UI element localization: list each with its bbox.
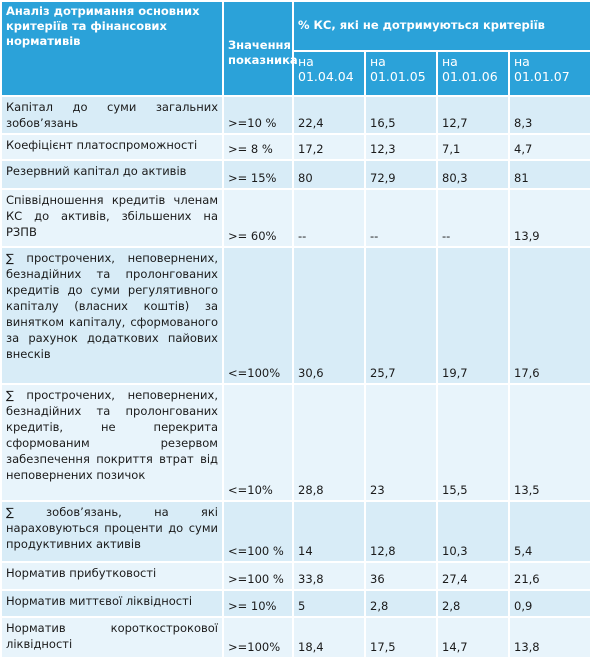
percent-value: 16,5	[364, 95, 438, 135]
percent-value: 8,3	[508, 95, 590, 135]
header-indicator: Значення показника	[222, 0, 298, 97]
indicator-value: >= 60%	[222, 188, 294, 248]
date-header: на 01.04.04	[292, 50, 366, 97]
indicator-value: >=10 %	[222, 95, 294, 135]
percent-value: 80	[292, 159, 366, 190]
percent-value: 13,9	[508, 188, 590, 248]
percent-value: 14	[292, 500, 366, 563]
indicator-value: >= 10%	[222, 589, 294, 618]
table-row: Співвідношення кредитів членам КС до акт…	[0, 188, 590, 248]
percent-value: 17,5	[364, 616, 438, 659]
table-row: Коефіцієнт платоспроможності >= 8 % 17,2 12…	[0, 133, 590, 161]
percent-value: 27,4	[436, 561, 510, 591]
row-label: ∑ зобов’язань, на які нараховуються проц…	[0, 500, 224, 563]
percent-value: --	[292, 188, 366, 248]
row-label: Норматив миттєвої ліквідності	[0, 589, 224, 618]
indicator-value: <=100 %	[222, 500, 294, 563]
percent-value: --	[436, 188, 510, 248]
percent-value: 19,7	[436, 246, 510, 385]
percent-value: 12,7	[436, 95, 510, 135]
percent-value: 17,2	[292, 133, 366, 161]
indicator-value: <=100%	[222, 246, 294, 385]
row-label: Коефіцієнт платоспроможності	[0, 133, 224, 161]
percent-value: 25,7	[364, 246, 438, 385]
percent-value: 13,8	[508, 616, 590, 659]
percent-value: 2,8	[364, 589, 438, 618]
percent-value: 12,3	[364, 133, 438, 161]
percent-value: 80,3	[436, 159, 510, 190]
percent-value: 23	[364, 383, 438, 502]
indicator-value: >= 15%	[222, 159, 294, 190]
row-label: Співвідношення кредитів членам КС до акт…	[0, 188, 224, 248]
table-row: Норматив короткострокової ліквідності >=1…	[0, 616, 590, 659]
percent-value: 22,4	[292, 95, 366, 135]
row-label: Норматив прибутковості	[0, 561, 224, 591]
header-criteria: Аналіз дотримання основних критеріїв та …	[0, 0, 224, 97]
date-header: на 01.01.05	[364, 50, 438, 97]
percent-value: 28,8	[292, 383, 366, 502]
percent-value: 12,8	[364, 500, 438, 563]
row-label: Резервний капітал до активів	[0, 159, 224, 190]
table-row: ∑ прострочених, неповернених, безнадійни…	[0, 246, 590, 385]
date-header: на 01.01.06	[436, 50, 510, 97]
percent-value: 21,6	[508, 561, 590, 591]
percent-value: 13,5	[508, 383, 590, 502]
percent-value: 18,4	[292, 616, 366, 659]
percent-value: 15,5	[436, 383, 510, 502]
percent-value: 33,8	[292, 561, 366, 591]
percent-value: 36	[364, 561, 438, 591]
table-row: ∑ зобов’язань, на які нараховуються проц…	[0, 500, 590, 563]
row-label: Норматив короткострокової ліквідності	[0, 616, 224, 659]
table-row: ∑ прострочених, неповернених, безнадійни…	[0, 383, 590, 502]
percent-value: 2,8	[436, 589, 510, 618]
indicator-value: <=10%	[222, 383, 294, 502]
percent-value: 30,6	[292, 246, 366, 385]
indicator-value: >=100%	[222, 616, 294, 659]
percent-value: 17,6	[508, 246, 590, 385]
table-row: Капітал до суми загальних зобов’язань >=1…	[0, 95, 590, 135]
row-label: ∑ прострочених, неповернених, безнадійни…	[0, 246, 224, 385]
row-label: ∑ прострочених, неповернених, безнадійни…	[0, 383, 224, 502]
percent-value: 10,3	[436, 500, 510, 563]
table-row: Норматив миттєвої ліквідності >= 10% 5 2,8 2…	[0, 589, 590, 618]
percent-value: 0,9	[508, 589, 590, 618]
indicator-value: >=100 %	[222, 561, 294, 591]
percent-value: 5	[292, 589, 366, 618]
header-group: % КС, які не дотримуються критеріїв	[292, 0, 590, 52]
row-label: Капітал до суми загальних зобов’язань	[0, 95, 224, 135]
percent-value: 4,7	[508, 133, 590, 161]
table-row: Норматив прибутковості >=100 % 33,8 36 27,4 2…	[0, 561, 590, 591]
percent-value: --	[364, 188, 438, 248]
percent-value: 72,9	[364, 159, 438, 190]
date-header: на 01.01.07	[508, 50, 590, 97]
percent-value: 81	[508, 159, 590, 190]
table-row: Резервний капітал до активів >= 15% 80 72,9…	[0, 159, 590, 190]
percent-value: 5,4	[508, 500, 590, 563]
indicator-value: >= 8 %	[222, 133, 294, 161]
percent-value: 14,7	[436, 616, 510, 659]
percent-value: 7,1	[436, 133, 510, 161]
